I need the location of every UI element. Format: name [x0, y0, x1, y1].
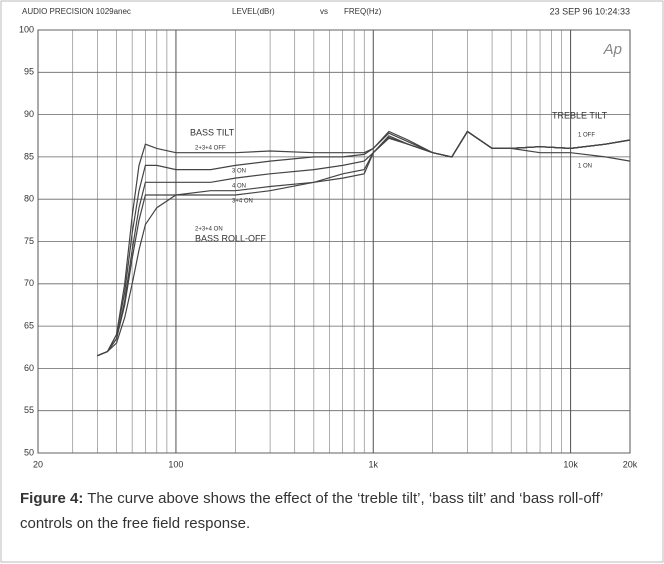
- caption: Figure 4: The curve above shows the effe…: [20, 486, 650, 536]
- header-y-label: LEVEL(dBr): [232, 7, 275, 16]
- series-label: 2+3+4 OFF: [195, 146, 226, 152]
- header-left: AUDIO PRECISION 1029anec: [22, 7, 131, 16]
- series-label: 3+4 ON: [232, 199, 253, 205]
- y-tick-label: 95: [24, 67, 34, 77]
- header-vs: vs: [320, 7, 328, 16]
- y-tick-label: 90: [24, 109, 34, 119]
- series-label: 2+3+4 ON: [195, 227, 223, 233]
- y-tick-label: 60: [24, 363, 34, 373]
- caption-label: Figure 4:: [20, 490, 84, 507]
- y-tick-label: 55: [24, 405, 34, 415]
- y-tick-label: 50: [24, 447, 34, 457]
- y-tick-label: 80: [24, 194, 34, 204]
- y-tick-label: 65: [24, 320, 34, 330]
- caption-text: The curve above shows the effect of the …: [20, 490, 603, 532]
- series-line: [97, 130, 631, 357]
- annotation: TREBLE TILT: [552, 110, 608, 120]
- header-x-label: FREQ(Hz): [344, 7, 382, 16]
- series-line: [97, 130, 631, 357]
- y-tick-label: 100: [19, 24, 34, 34]
- series-line: [97, 130, 631, 357]
- y-tick-label: 85: [24, 151, 34, 161]
- x-tick-label: 100: [168, 459, 183, 469]
- header-timestamp: 23 SEP 96 10:24:33: [550, 6, 630, 16]
- y-tick-label: 70: [24, 278, 34, 288]
- series-line: [97, 130, 631, 357]
- series-label: 1 ON: [578, 164, 592, 170]
- x-tick-label: 20: [33, 459, 43, 469]
- x-tick-label: 20k: [623, 459, 638, 469]
- series-line: [467, 131, 631, 162]
- annotation: 1 OFF: [578, 133, 595, 139]
- x-tick-label: 10k: [563, 459, 578, 469]
- series-line: [97, 130, 631, 357]
- series-label: 4 ON: [232, 184, 246, 190]
- annotation: BASS ROLL-OFF: [195, 233, 267, 243]
- series-label: 3 ON: [232, 169, 246, 175]
- annotation: BASS TILT: [190, 127, 235, 137]
- logo: Ap: [603, 41, 622, 58]
- y-tick-label: 75: [24, 236, 34, 246]
- x-tick-label: 1k: [369, 459, 379, 469]
